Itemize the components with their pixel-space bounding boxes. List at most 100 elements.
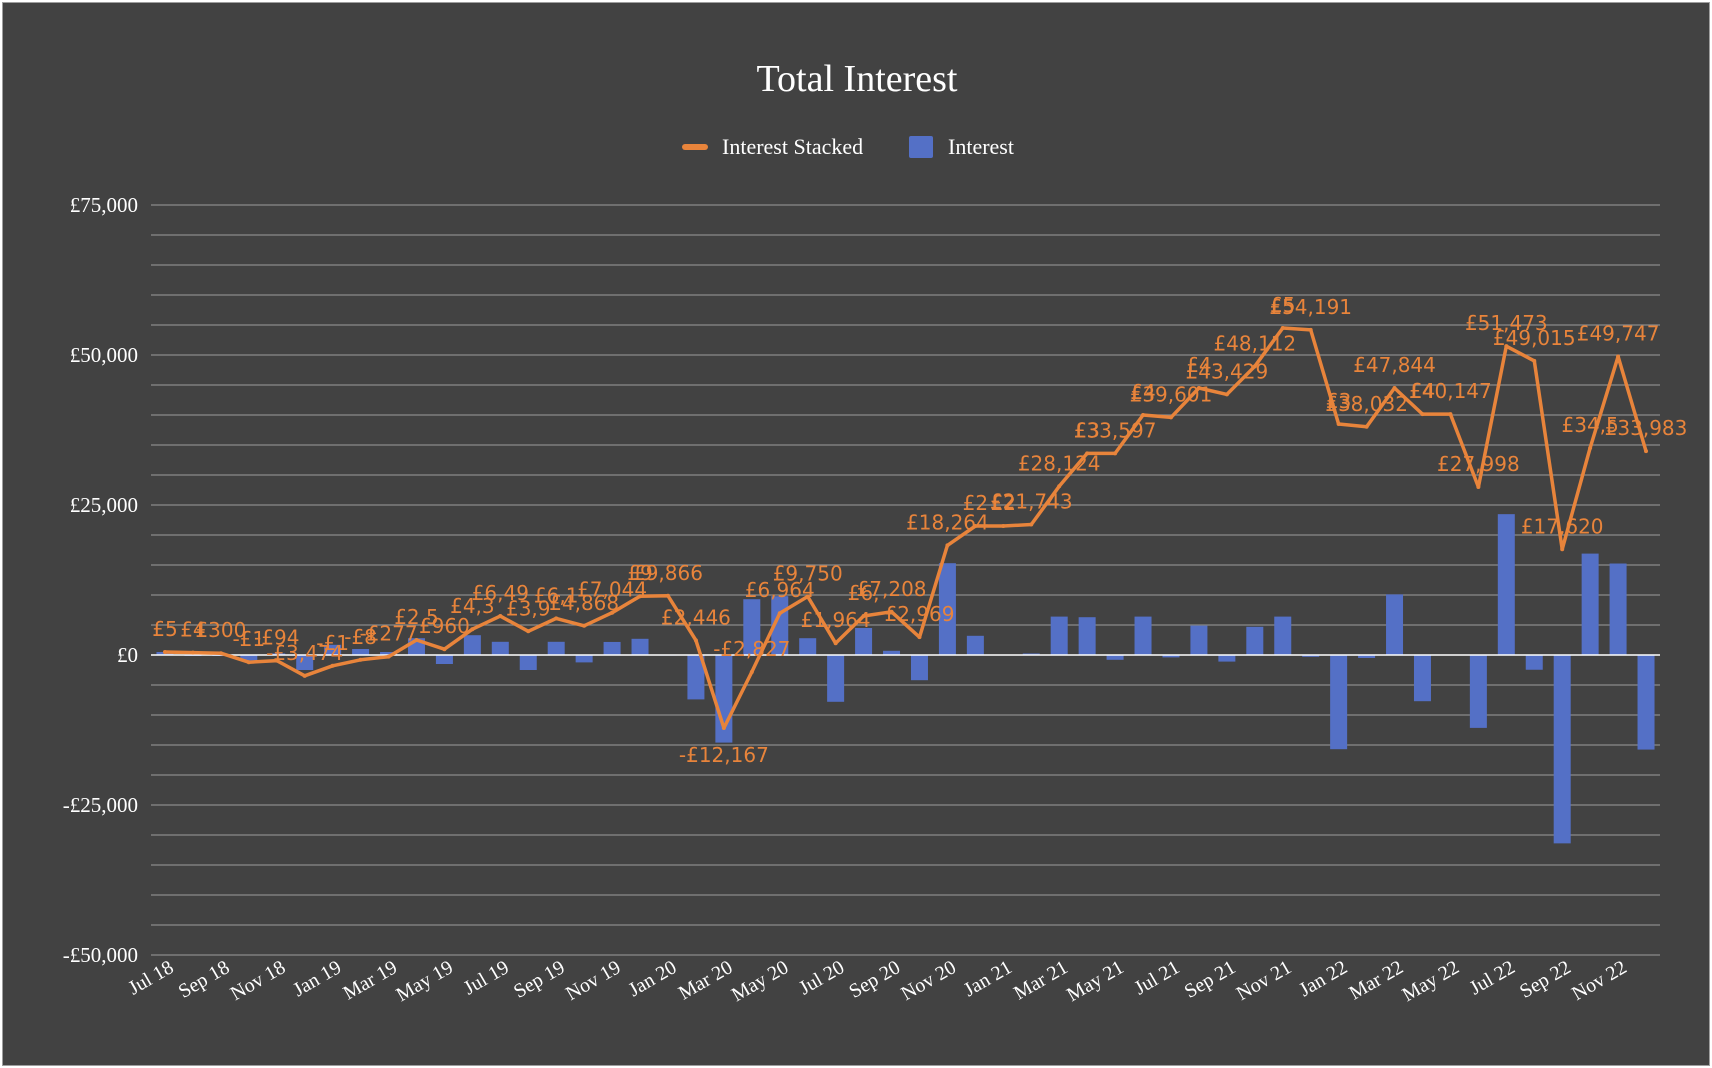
interest-stacked-point[interactable] <box>246 660 251 665</box>
interest-bar[interactable] <box>855 628 873 655</box>
interest-stacked-point[interactable] <box>638 594 643 599</box>
interest-bar[interactable] <box>435 655 453 664</box>
interest-bar[interactable] <box>463 635 481 655</box>
interest-bar[interactable] <box>547 641 565 655</box>
interest-stacked-point[interactable] <box>470 627 475 632</box>
interest-stacked-point[interactable] <box>1308 327 1313 332</box>
interest-stacked-point[interactable] <box>1420 412 1425 417</box>
interest-stacked-point[interactable] <box>1616 354 1621 359</box>
interest-bar[interactable] <box>603 641 621 655</box>
interest-bar[interactable] <box>1358 655 1376 658</box>
interest-bar[interactable] <box>631 638 649 655</box>
interest-stacked-point[interactable] <box>218 651 223 656</box>
interest-stacked-point[interactable] <box>1364 424 1369 429</box>
interest-stacked-point[interactable] <box>805 594 810 599</box>
interest-stacked-point[interactable] <box>721 726 726 731</box>
interest-bar[interactable] <box>1330 655 1348 750</box>
interest-stacked-point[interactable] <box>973 524 978 528</box>
interest-stacked-point[interactable] <box>386 654 391 659</box>
interest-bar[interactable] <box>938 563 956 655</box>
interest-stacked-point[interactable] <box>358 657 363 662</box>
interest-bar[interactable] <box>352 649 370 655</box>
interest-stacked-point[interactable] <box>1001 524 1006 528</box>
interest-bar[interactable] <box>827 655 845 702</box>
interest-stacked-point[interactable] <box>610 610 615 615</box>
interest-stacked-point[interactable] <box>1196 386 1201 390</box>
interest-bar[interactable] <box>1497 514 1515 655</box>
interest-stacked-point[interactable] <box>442 647 447 652</box>
interest-bar[interactable] <box>1413 655 1431 702</box>
interest-stacked-point[interactable] <box>1057 484 1062 489</box>
interest-stacked-point[interactable] <box>274 658 279 663</box>
interest-stacked-point[interactable] <box>1113 451 1118 456</box>
interest-stacked-point[interactable] <box>554 616 559 621</box>
interest-stacked-point[interactable] <box>1392 386 1397 390</box>
interest-stacked-point[interactable] <box>777 611 782 616</box>
interest-stacked-point[interactable] <box>526 629 531 634</box>
interest-bar[interactable] <box>240 655 258 661</box>
interest-bar[interactable] <box>1162 655 1180 658</box>
interest-stacked-point[interactable] <box>665 593 670 598</box>
interest-stacked-point[interactable] <box>833 641 838 646</box>
interest-bar[interactable] <box>519 655 537 670</box>
interest-bar[interactable] <box>1106 655 1124 660</box>
interest-stacked-point[interactable] <box>190 650 195 655</box>
interest-bar[interactable] <box>324 644 342 655</box>
legend-item-interest-stacked[interactable]: Interest Stacked <box>682 134 863 159</box>
interest-stacked-point[interactable] <box>917 635 922 640</box>
interest-bar[interactable] <box>1078 617 1096 655</box>
interest-bar[interactable] <box>687 655 705 700</box>
interest-bar[interactable] <box>1386 594 1404 655</box>
interest-bar[interactable] <box>1553 655 1571 844</box>
interest-stacked-point[interactable] <box>330 663 335 668</box>
interest-bar[interactable] <box>1302 655 1320 657</box>
interest-bar[interactable] <box>1609 563 1627 655</box>
legend-item-interest[interactable]: Interest <box>909 134 1014 159</box>
interest-stacked-point[interactable] <box>582 623 587 628</box>
interest-stacked-point[interactable] <box>861 614 866 618</box>
interest-stacked-point[interactable] <box>162 650 167 654</box>
interest-stacked-point[interactable] <box>1029 522 1034 527</box>
interest-bar[interactable] <box>883 650 901 655</box>
interest-stacked-series-line[interactable] <box>164 326 1648 730</box>
interest-bar[interactable] <box>1190 625 1208 655</box>
interest-bar[interactable] <box>1218 655 1236 662</box>
interest-stacked-point[interactable] <box>1168 415 1173 420</box>
interest-bar[interactable] <box>1050 616 1068 655</box>
interest-stacked-point[interactable] <box>498 614 503 619</box>
interest-bar[interactable] <box>575 655 593 663</box>
interest-stacked-point[interactable] <box>1588 446 1593 450</box>
interest-bar[interactable] <box>1581 553 1599 655</box>
interest-stacked-point[interactable] <box>1141 413 1146 417</box>
interest-stacked-point[interactable] <box>693 638 698 643</box>
interest-bar[interactable] <box>743 599 761 655</box>
interest-bar[interactable] <box>1246 626 1264 655</box>
interest-bar[interactable] <box>491 641 509 655</box>
interest-stacked-point[interactable] <box>1504 344 1509 349</box>
interest-stacked-point[interactable] <box>1644 449 1649 454</box>
interest-bar[interactable] <box>1637 655 1655 750</box>
interest-stacked-point[interactable] <box>1252 364 1257 369</box>
interest-bar[interactable] <box>380 652 398 655</box>
interest-bar[interactable] <box>966 635 984 655</box>
interest-stacked-point[interactable] <box>414 638 419 642</box>
interest-bar[interactable] <box>296 655 314 670</box>
interest-bar[interactable] <box>799 638 817 655</box>
interest-stacked-point[interactable] <box>749 669 754 674</box>
interest-stacked-point[interactable] <box>1085 451 1090 456</box>
interest-stacked-point[interactable] <box>1560 547 1565 552</box>
interest-bar[interactable] <box>1525 655 1543 670</box>
interest-bar[interactable] <box>1274 616 1292 655</box>
interest-stacked-point[interactable] <box>302 673 307 678</box>
interest-stacked-point[interactable] <box>1448 412 1453 417</box>
interest-stacked-point[interactable] <box>889 609 894 614</box>
interest-stacked-point[interactable] <box>1532 358 1537 363</box>
interest-stacked-point[interactable] <box>1280 326 1285 330</box>
interest-stacked-point[interactable] <box>1336 422 1341 426</box>
interest-stacked-point[interactable] <box>1224 392 1229 397</box>
interest-stacked-point[interactable] <box>1476 485 1481 490</box>
interest-bar[interactable] <box>1469 655 1487 728</box>
interest-bar[interactable] <box>910 655 928 681</box>
interest-stacked-point[interactable] <box>945 543 950 548</box>
interest-bar[interactable] <box>1134 616 1152 655</box>
